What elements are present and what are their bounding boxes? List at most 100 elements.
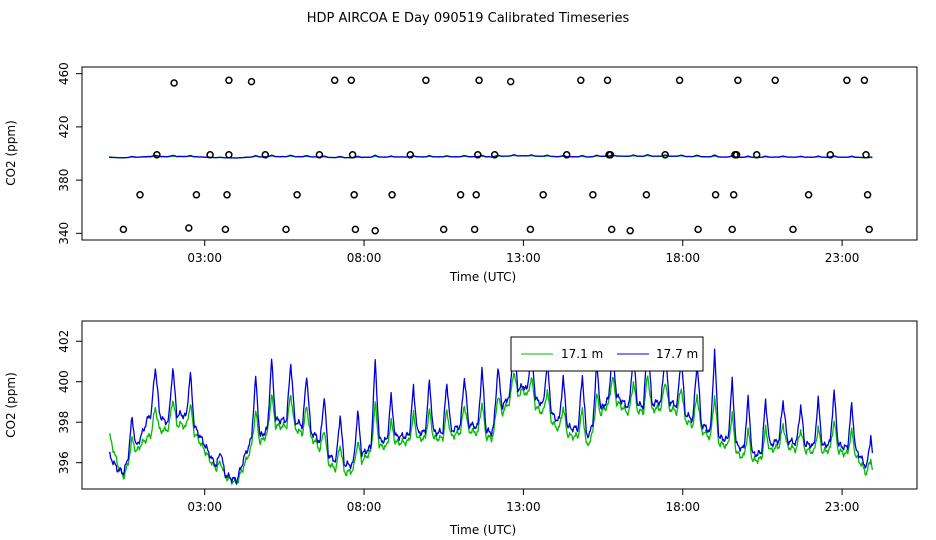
calibration-point	[752, 151, 761, 159]
calibration-point	[826, 151, 835, 159]
calibration-point	[388, 191, 396, 199]
calibration-point	[371, 226, 379, 235]
top-y-tick-label: 380	[57, 169, 71, 192]
bottom-y-tick-label: 400	[57, 370, 71, 393]
top-series-17-7-m	[109, 154, 873, 159]
calibration-point	[789, 225, 797, 234]
calibration-point	[734, 76, 742, 85]
top-x-axis: 03:00 08:00 13:00 18:00 23:00	[187, 240, 859, 265]
bottom-y-axis: 396 398 400 402	[57, 330, 82, 474]
calibration-point	[350, 191, 358, 199]
calibration-point	[456, 191, 465, 199]
top-plot-frame	[81, 66, 918, 241]
calibration-point	[865, 225, 873, 234]
calibration-point	[474, 151, 482, 159]
calibration-point	[606, 151, 615, 159]
calibration-point	[589, 191, 597, 199]
calibration-point	[315, 151, 324, 159]
bottom-series-17-7-m	[109, 341, 874, 485]
calibration-point	[119, 225, 128, 234]
bottom-plot-frame	[81, 320, 918, 490]
bottom-x-axis: 03:00 08:00 13:00 18:00 23:00	[187, 489, 859, 514]
bottom-x-tick-label: 08:00	[347, 500, 382, 514]
calibration-point	[225, 151, 233, 159]
calibration-point	[282, 225, 290, 234]
calibration-point	[526, 225, 535, 234]
figure-title: HDP AIRCOA E Day 090519 Calibrated Times…	[307, 11, 630, 26]
top-x-tick-label: 23:00	[825, 251, 860, 265]
bottom-y-tick-label: 398	[57, 411, 71, 434]
calibration-point	[804, 191, 813, 199]
calibration-point	[185, 224, 193, 232]
top-x-tick-label: 18:00	[665, 251, 700, 265]
top-y-tick-label: 340	[57, 222, 71, 245]
calibration-point	[223, 191, 231, 199]
calibration-point	[607, 225, 616, 234]
calibration-point	[729, 191, 738, 199]
calibration-point	[843, 76, 851, 85]
top-y-tick-label: 420	[57, 115, 71, 138]
calibration-point	[728, 225, 736, 234]
calibration-point	[348, 151, 357, 159]
bottom-x-tick-label: 03:00	[187, 500, 222, 514]
calibration-point	[642, 191, 651, 199]
top-x-tick-label: 13:00	[506, 251, 541, 265]
calibration-point	[472, 191, 480, 199]
calibration-point	[206, 151, 214, 159]
calibration-point	[439, 225, 448, 234]
calibration-point	[732, 151, 741, 159]
top-y-axis-label: CO2 (ppm)	[4, 120, 18, 186]
calibration-point	[470, 225, 479, 234]
calibration-point	[694, 225, 702, 234]
legend: 17.1 m 17.7 m	[510, 336, 704, 372]
calibration-point	[225, 76, 233, 85]
calibration-point	[490, 151, 499, 159]
calibration-point	[247, 77, 256, 86]
top-y-axis: 340 380 420 460	[57, 62, 82, 245]
calibration-point	[860, 76, 869, 85]
calibration-point	[136, 191, 144, 199]
bottom-y-axis-label: CO2 (ppm)	[4, 372, 18, 438]
calibration-point	[293, 191, 301, 199]
top-series-lines	[109, 154, 873, 159]
top-panel: 03:00 08:00 13:00 18:00 23:00 340 380 420 460 T…	[4, 62, 918, 284]
bottom-x-tick-label: 18:00	[665, 500, 700, 514]
calibration-point	[562, 151, 571, 159]
calibration-point	[475, 76, 483, 85]
bottom-y-tick-label: 402	[57, 330, 71, 353]
calibration-point	[711, 191, 720, 199]
top-x-tick-label: 08:00	[347, 251, 382, 265]
top-calibration-points	[119, 76, 873, 235]
calibration-point	[506, 77, 515, 86]
bottom-x-tick-label: 13:00	[506, 500, 541, 514]
calibration-point	[661, 151, 669, 159]
calibration-point	[170, 79, 178, 87]
calibration-point	[192, 191, 201, 199]
calibration-point	[347, 76, 356, 85]
calibration-point	[261, 151, 270, 159]
legend-label-17-7m: 17.7 m	[656, 347, 698, 361]
calibration-point	[406, 151, 415, 159]
calibration-point	[153, 151, 161, 159]
bottom-y-tick-label: 396	[57, 451, 71, 474]
calibration-point	[351, 225, 360, 234]
calibration-point	[422, 76, 430, 85]
calibration-point	[863, 191, 872, 199]
calibration-point	[221, 225, 230, 234]
calibration-point	[771, 76, 779, 85]
calibration-point	[626, 226, 634, 235]
calibration-point	[330, 76, 339, 85]
calibration-point	[675, 76, 684, 85]
calibration-point	[577, 76, 585, 85]
top-y-tick-label: 460	[57, 62, 71, 85]
legend-label-17-1m: 17.1 m	[561, 347, 603, 361]
bottom-x-axis-label: Time (UTC)	[449, 523, 516, 537]
top-x-tick-label: 03:00	[187, 251, 222, 265]
bottom-series-lines	[108, 341, 874, 486]
legend-box	[510, 336, 704, 372]
calibration-point	[862, 151, 870, 159]
calibration-point	[539, 191, 547, 199]
bottom-panel: 03:00 08:00 13:00 18:00 23:00 396 398 400 402 T…	[4, 320, 918, 537]
calibration-point	[603, 76, 612, 85]
